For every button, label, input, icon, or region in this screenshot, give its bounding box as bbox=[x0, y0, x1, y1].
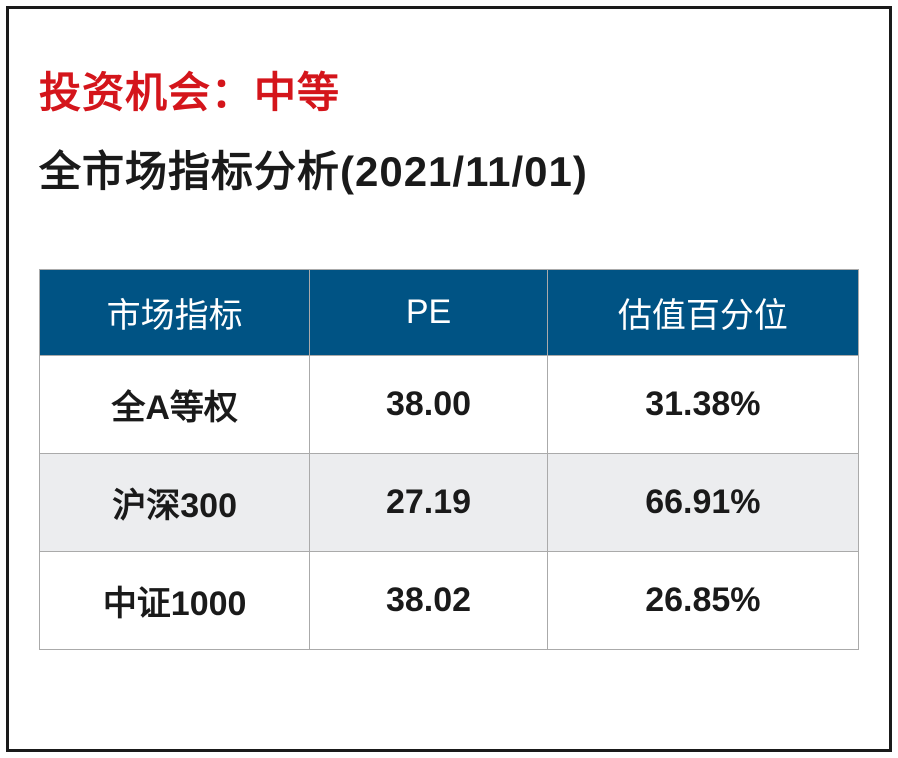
table-row: 沪深300 27.19 66.91% bbox=[40, 454, 859, 552]
cell-pe: 38.00 bbox=[310, 356, 548, 454]
cell-percentile: 66.91% bbox=[547, 454, 858, 552]
market-indicators-table: 市场指标 PE 估值百分位 全A等权 38.00 31.38% 沪深300 27… bbox=[39, 269, 859, 650]
table-row: 全A等权 38.00 31.38% bbox=[40, 356, 859, 454]
cell-indicator: 中证1000 bbox=[40, 552, 310, 650]
cell-indicator: 沪深300 bbox=[40, 454, 310, 552]
table-row: 中证1000 38.02 26.85% bbox=[40, 552, 859, 650]
cell-indicator: 全A等权 bbox=[40, 356, 310, 454]
heading-investment-level: 投资机会：中等 bbox=[39, 59, 859, 120]
cell-percentile: 31.38% bbox=[547, 356, 858, 454]
main-card: 投资机会：中等 全市场指标分析(2021/11/01) 市场指标 PE 估值百分… bbox=[6, 6, 892, 752]
col-header-percentile: 估值百分位 bbox=[547, 270, 858, 356]
cell-pe: 38.02 bbox=[310, 552, 548, 650]
cell-pe: 27.19 bbox=[310, 454, 548, 552]
col-header-indicator: 市场指标 bbox=[40, 270, 310, 356]
table-header-row: 市场指标 PE 估值百分位 bbox=[40, 270, 859, 356]
heading-analysis-title: 全市场指标分析(2021/11/01) bbox=[39, 138, 859, 199]
col-header-pe: PE bbox=[310, 270, 548, 356]
cell-percentile: 26.85% bbox=[547, 552, 858, 650]
